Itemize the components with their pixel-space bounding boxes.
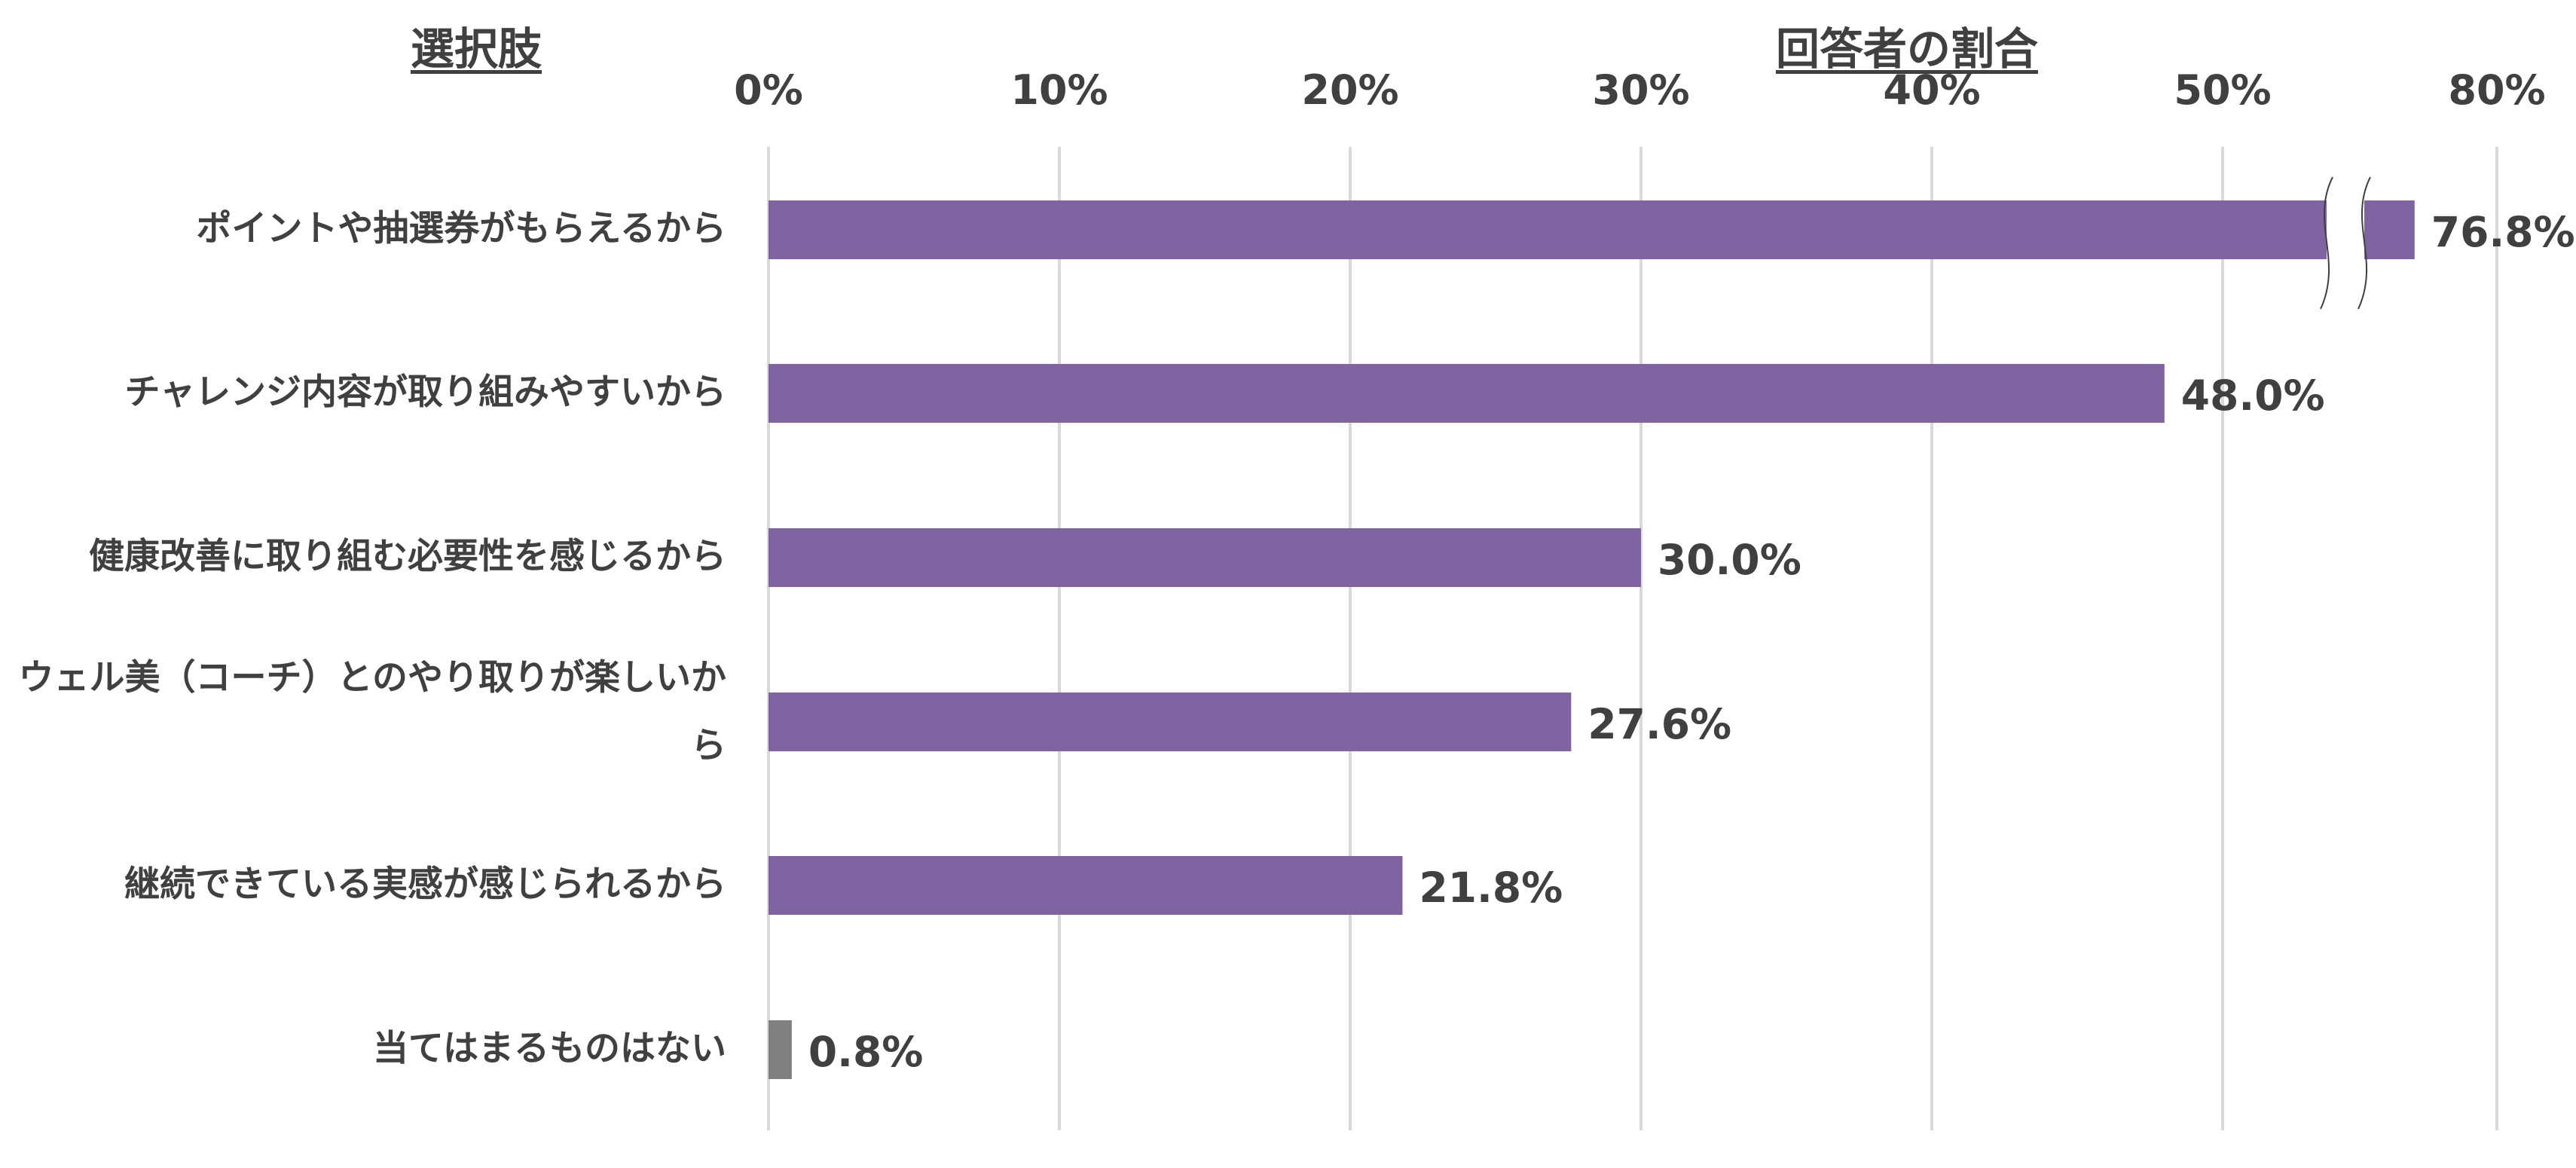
data-label: 76.8% xyxy=(2431,208,2575,256)
grid-lines xyxy=(767,147,2498,1130)
category-label: 継続できている実感が感じられるから xyxy=(124,864,726,905)
data-label: 30.0% xyxy=(1658,536,1801,584)
category-label: ポイントや抽選券がもらえるから xyxy=(196,208,726,249)
bars xyxy=(769,200,2415,1079)
x-tick-label: 10% xyxy=(1010,66,1108,114)
bar xyxy=(769,693,1572,751)
axis-break-line xyxy=(2320,176,2333,310)
category-label: ウェル美（コーチ）とのやり取りが楽しいから xyxy=(18,657,726,766)
x-tick-label: 0% xyxy=(734,66,803,114)
bar xyxy=(769,364,2165,423)
data-label: 21.8% xyxy=(1419,864,1563,912)
x-tick-label: 80% xyxy=(2448,66,2546,114)
x-tick-label: 50% xyxy=(2174,66,2272,114)
bar xyxy=(769,1020,792,1079)
data-label: 0.8% xyxy=(808,1028,924,1076)
data-label: 48.0% xyxy=(2180,371,2325,420)
axis-break-gap xyxy=(2327,177,2364,309)
category-label: 当てはまるものはない xyxy=(372,1028,726,1069)
x-tick-label: 40% xyxy=(1883,66,1981,114)
category-axis-title: 選択肢 xyxy=(411,23,542,75)
bar xyxy=(769,856,1403,915)
axis-break-line xyxy=(2358,176,2371,310)
data-label: 27.6% xyxy=(1587,700,1732,748)
x-tick-label: 30% xyxy=(1592,66,1690,114)
bar xyxy=(769,200,2415,259)
value-axis-title: 回答者の割合 xyxy=(1776,23,2039,75)
axis-break-mark xyxy=(2320,176,2371,310)
category-label: チャレンジ内容が取り組みやすいから xyxy=(124,371,726,413)
x-tick-label: 20% xyxy=(1301,66,1399,114)
bar xyxy=(769,528,1641,587)
category-label: 健康改善に取り組む必要性を感じるから xyxy=(89,536,726,577)
